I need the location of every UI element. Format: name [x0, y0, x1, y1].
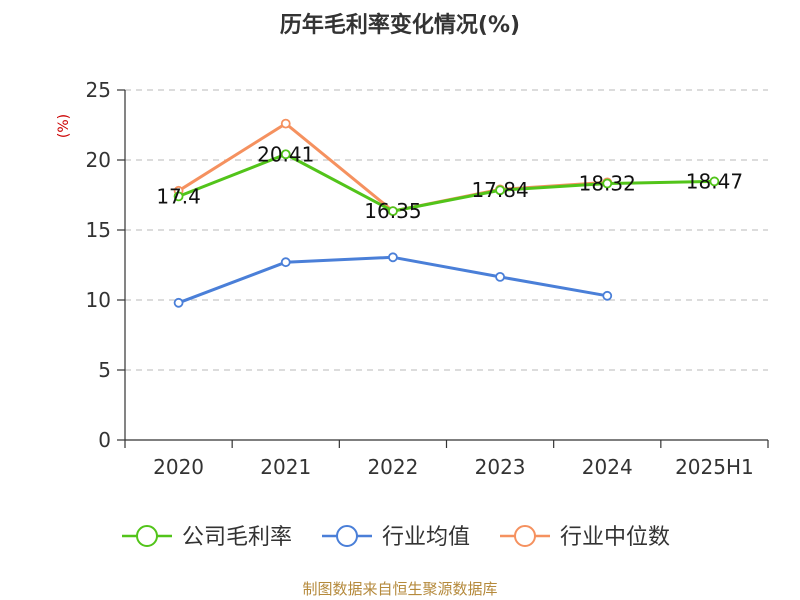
data-label: 18.32	[579, 172, 636, 196]
x-tick-label: 2024	[582, 455, 633, 479]
legend[interactable]: 公司毛利率 行业均值 行业中位数	[122, 525, 670, 550]
y-tick-label: 0	[98, 428, 111, 452]
data-point	[280, 149, 291, 160]
legend-marker-icon	[514, 525, 536, 547]
data-point	[495, 185, 505, 196]
y-tick-label: 20	[86, 148, 111, 172]
y-tick-label: 10	[86, 288, 111, 312]
data-label: 18.47	[686, 169, 743, 193]
data-point	[602, 178, 613, 189]
y-tick-label: 5	[98, 358, 111, 382]
y-tick-label: 15	[86, 218, 111, 242]
x-tick-label: 2020	[153, 455, 204, 479]
data-point	[173, 297, 184, 308]
legend-marker-icon	[136, 525, 158, 547]
data-point	[280, 257, 291, 268]
x-tick-label: 2023	[475, 455, 526, 479]
legend-marker-icon	[336, 525, 358, 547]
data-point	[709, 176, 720, 187]
series-line	[178, 152, 715, 213]
x-tick-label: 2025H1	[675, 455, 754, 479]
data-point	[173, 191, 184, 202]
data-label: 16.35	[364, 199, 421, 223]
legend-item-label: 行业均值	[382, 525, 470, 550]
data-labels: 17.4 20.41 16.35 17.84 18.32 18.47	[156, 142, 743, 223]
data-point	[388, 252, 398, 263]
series-lines	[173, 118, 720, 308]
legend-item-label: 公司毛利率	[182, 525, 292, 550]
axes: 0 5 10 15 20 25 2020 2021 2022 2023 2024 2025H1	[86, 78, 769, 479]
chart-title: 历年毛利率变化情况(%)	[280, 12, 520, 38]
data-label: 20.41	[257, 142, 314, 166]
y-axis-unit: (%)	[56, 114, 72, 138]
legend-item-label: 行业中位数	[560, 525, 670, 550]
grid-lines	[125, 89, 768, 371]
x-tick-label: 2022	[367, 455, 418, 479]
data-point	[495, 271, 505, 282]
source-caption: 制图数据来自恒生聚源数据库	[302, 580, 497, 598]
y-tick-label: 25	[86, 78, 111, 102]
data-point	[388, 206, 398, 217]
series-line	[177, 122, 608, 213]
data-label: 17.84	[471, 178, 528, 202]
data-point	[280, 118, 291, 129]
x-tick-label: 2021	[260, 455, 311, 479]
data-point	[602, 290, 613, 301]
data-label: 17.4	[156, 184, 201, 208]
series-line	[178, 255, 608, 305]
